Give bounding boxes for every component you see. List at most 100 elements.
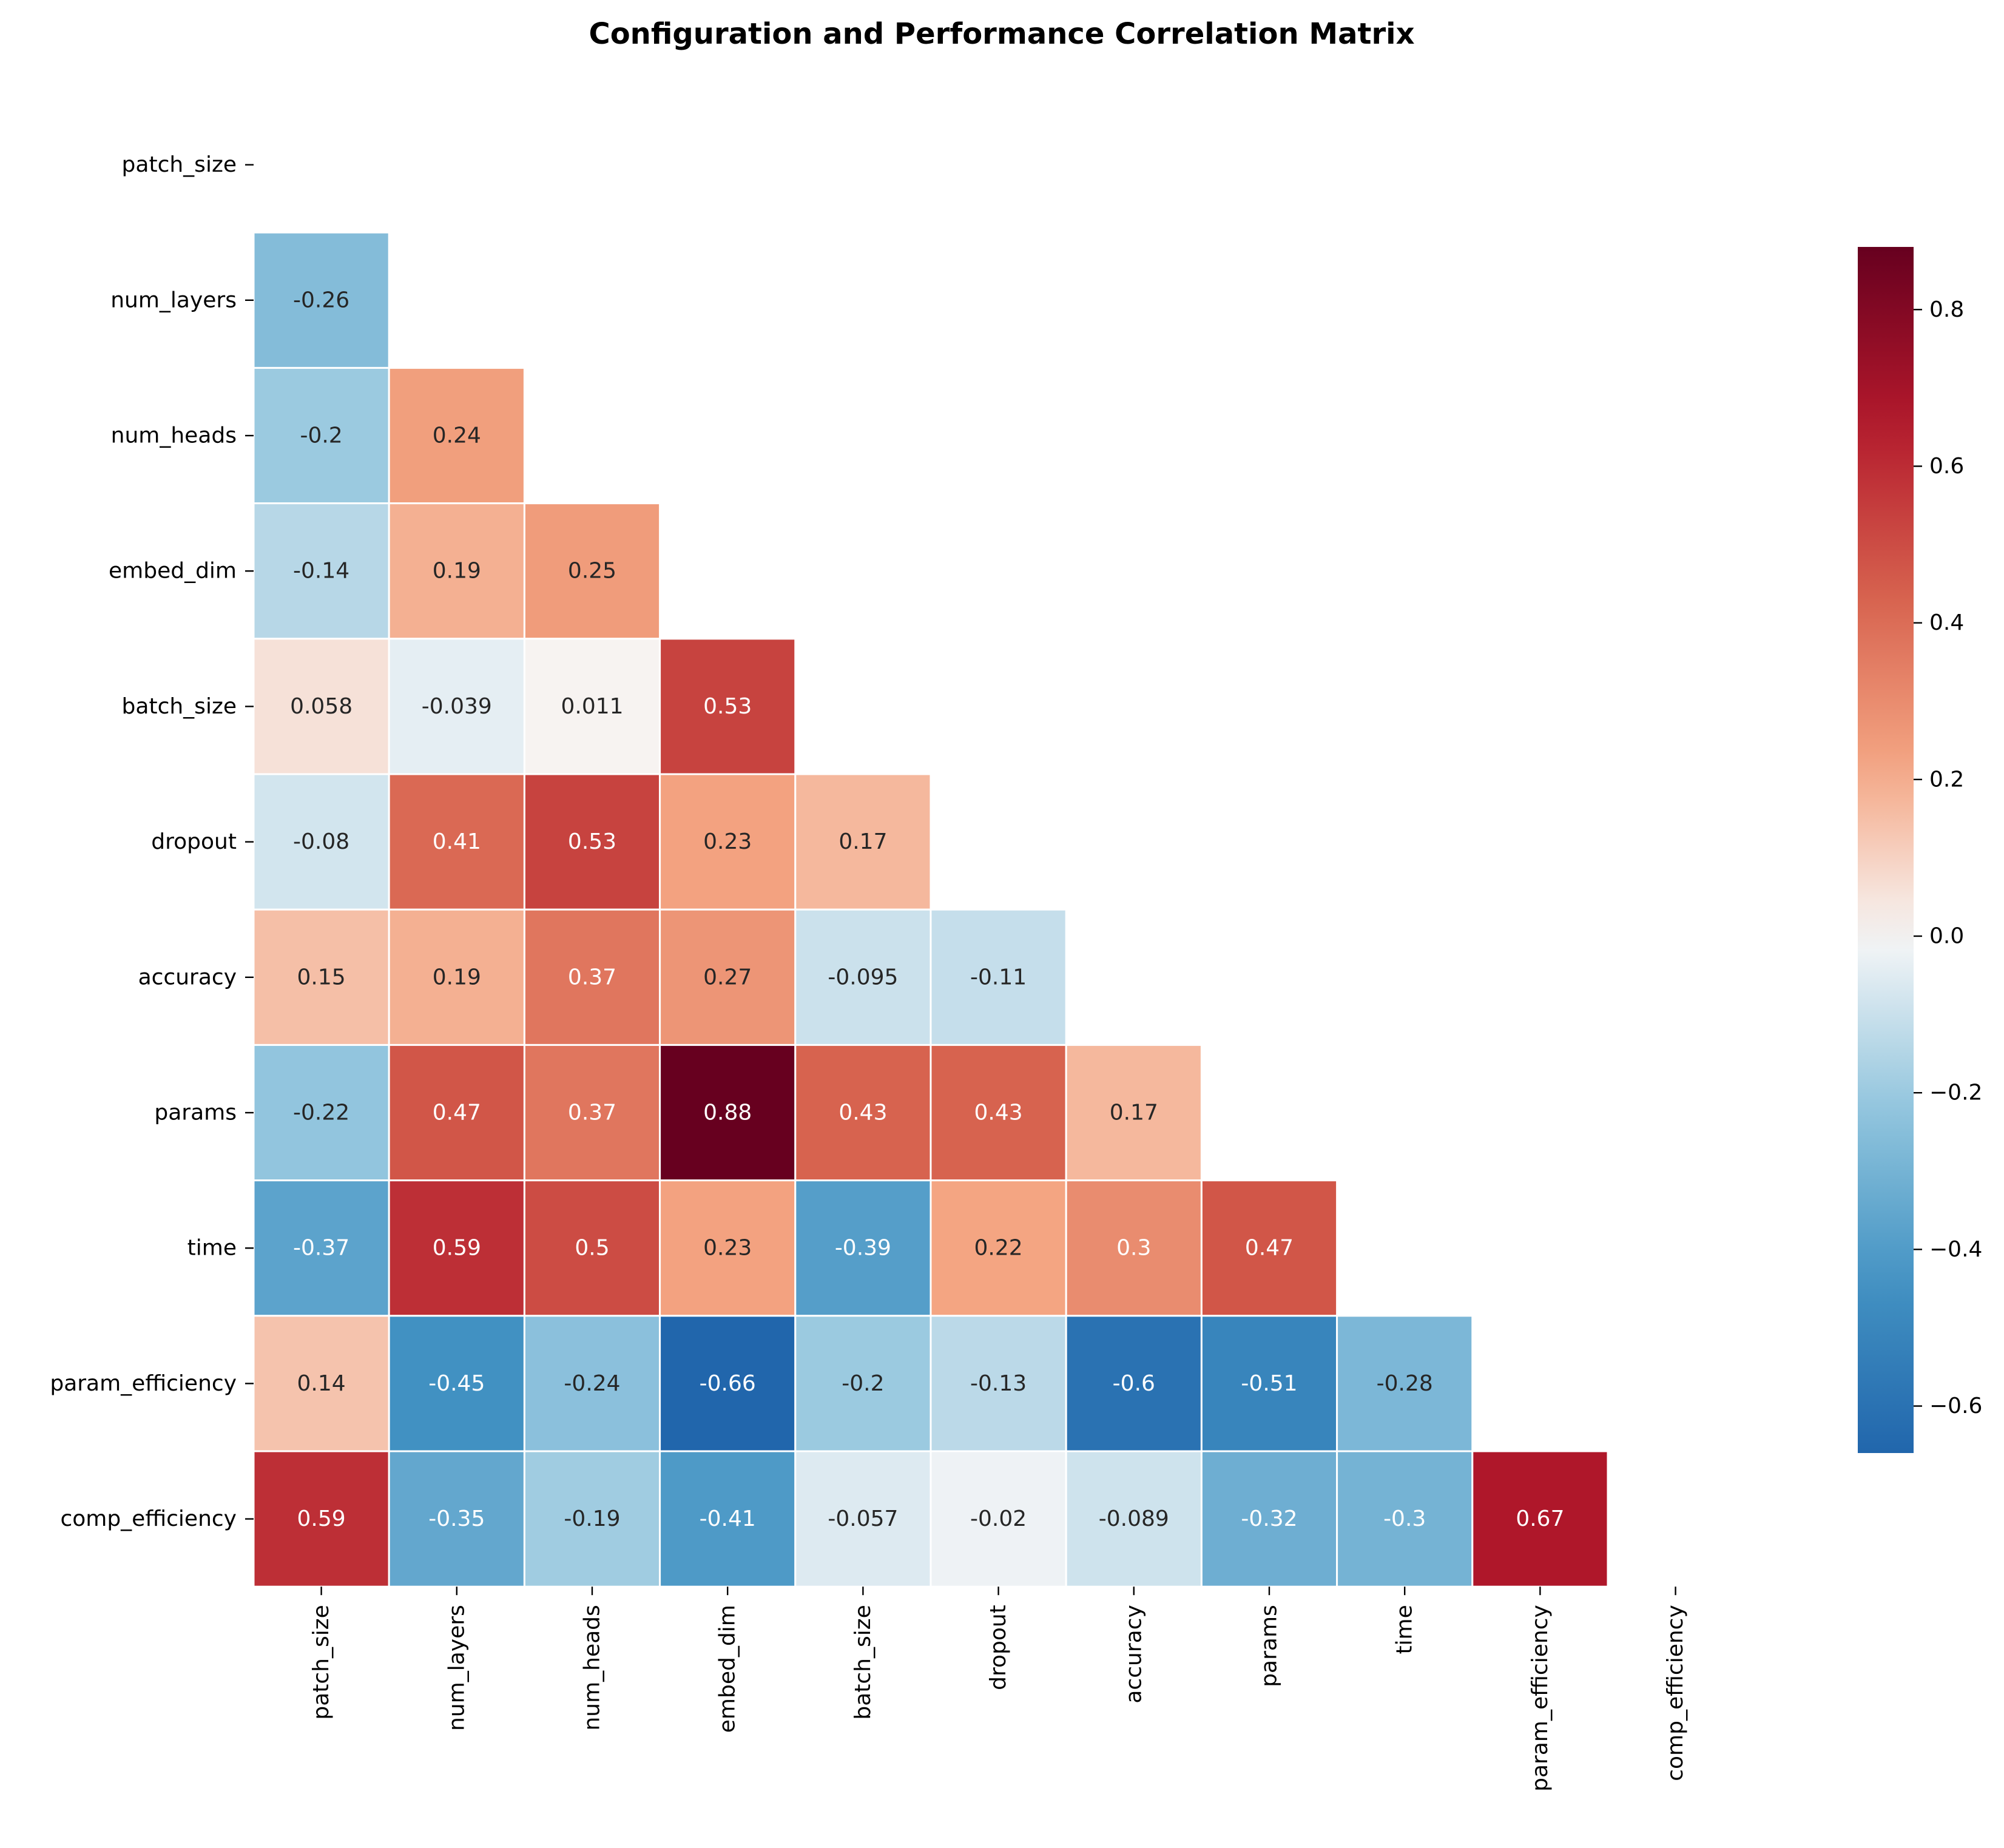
cell-value-label: 0.25: [568, 559, 616, 584]
cell-value-label: 0.43: [974, 1101, 1023, 1125]
y-tick-label-param_efficiency: param_efficiency: [50, 1371, 237, 1396]
heatmap-cell-params-dropout: [929, 1044, 1067, 1182]
y-axis: patch_size num_layers num_heads embed_dimba…: [50, 152, 254, 1531]
x-tick-label-params: params: [1257, 1605, 1282, 1687]
heatmap-cell-param_efficiency-time: [1336, 1315, 1474, 1452]
y-tick-label-embed_dim: embed_dim: [109, 559, 237, 584]
cell-value-label: 0.5: [575, 1236, 609, 1261]
cell-value-label: 0.67: [1516, 1506, 1564, 1531]
heatmap-cell-params-accuracy: [1065, 1044, 1203, 1182]
heatmap-cell-num_layers-patch_size: [252, 231, 390, 369]
cell-value-label: -0.51: [1241, 1371, 1297, 1396]
heatmap-cell-comp_efficiency-num_layers: [388, 1450, 525, 1588]
heatmap-cell-comp_efficiency-time: [1336, 1450, 1474, 1588]
y-tick-label-num_layers: num_layers: [110, 288, 237, 312]
cell-value-label: -0.2: [842, 1371, 884, 1396]
cell-value-label: -0.66: [700, 1371, 756, 1396]
cell-value-label: 0.19: [433, 965, 481, 990]
cell-value-label: 0.15: [297, 965, 346, 990]
heatmap-cell-num_heads-num_layers: [388, 366, 525, 505]
cell-value-label: -0.2: [300, 423, 342, 448]
cell-value-label: -0.6: [1113, 1371, 1155, 1396]
heatmap-cell-batch_size-num_layers: [388, 638, 525, 775]
cell-value-label: 0.27: [703, 965, 752, 990]
y-tick-label-time: time: [187, 1236, 237, 1261]
cell-value-label: 0.19: [433, 559, 481, 584]
heatmap-cell-param_efficiency-num_layers: [388, 1315, 525, 1452]
heatmap-cell-params-embed_dim: [659, 1044, 797, 1182]
y-tick-label-accuracy: accuracy: [138, 965, 237, 990]
heatmap-cell-param_efficiency-embed_dim: [659, 1315, 797, 1452]
cell-value-label: -0.11: [970, 965, 1027, 990]
heatmap-cell-param_efficiency-patch_size: [252, 1315, 390, 1452]
colorbar-tick-label: 0.2: [1929, 767, 1964, 792]
cell-value-label: 0.23: [703, 829, 752, 854]
heatmap-cell-comp_efficiency-param_efficiency: [1471, 1450, 1609, 1588]
y-tick-label-comp_efficiency: comp_efficiency: [60, 1506, 237, 1531]
colorbar-tick-label: 0.0: [1929, 924, 1964, 949]
cell-value-label: 0.14: [297, 1371, 346, 1396]
heatmap-cell-embed_dim-patch_size: [252, 502, 390, 640]
cell-annotations: -0.26 -0.2 0.24 -0.14 0.19 0.25 0.058 -0.039 0.0…: [290, 288, 1564, 1531]
y-tick-label-dropout: dropout: [151, 829, 237, 854]
colorbar-tick-label: 0.6: [1929, 454, 1964, 479]
heatmap-cell-params-num_layers: [388, 1044, 525, 1182]
x-tick-label-num_layers: num_layers: [444, 1605, 469, 1731]
cell-value-label: 0.23: [703, 1236, 752, 1261]
cell-value-label: -0.13: [970, 1371, 1027, 1396]
cell-value-label: -0.095: [828, 965, 898, 990]
cell-value-label: -0.37: [293, 1236, 349, 1261]
x-tick-label-patch_size: patch_size: [309, 1605, 334, 1719]
y-tick-label-num_heads: num_heads: [111, 423, 237, 448]
cell-value-label: -0.089: [1099, 1506, 1169, 1531]
heatmap-cell-embed_dim-num_layers: [388, 502, 525, 640]
heatmap-cell-dropout-num_layers: [388, 773, 525, 911]
cell-value-label: 0.43: [838, 1101, 887, 1125]
heatmap-cell-num_heads-patch_size: [252, 366, 390, 505]
heatmap-cell-dropout-embed_dim: [659, 773, 797, 911]
heatmap-cell-comp_efficiency-num_heads: [523, 1450, 661, 1588]
heatmap-cell-time-params: [1200, 1179, 1338, 1317]
x-axis: patch_size num_layers num_heads embed_dim ba…: [309, 1587, 1688, 1792]
cell-value-label: -0.28: [1377, 1371, 1433, 1396]
colorbar-gradient: [1858, 247, 1914, 1453]
cell-value-label: 0.17: [1110, 1101, 1158, 1125]
cell-value-label: -0.41: [700, 1506, 756, 1531]
heatmap-cell-accuracy-dropout: [929, 908, 1067, 1046]
cell-value-label: -0.19: [564, 1506, 620, 1531]
cell-value-label: 0.22: [974, 1236, 1023, 1261]
heatmap-cell-param_efficiency-accuracy: [1065, 1315, 1203, 1452]
cell-value-label: -0.08: [293, 829, 349, 854]
x-tick-label-time: time: [1392, 1605, 1417, 1654]
cell-value-label: -0.45: [428, 1371, 485, 1396]
cell-value-label: 0.37: [568, 965, 616, 990]
heatmap-cell-accuracy-batch_size: [794, 908, 932, 1046]
x-tick-label-param_efficiency: param_efficiency: [1528, 1605, 1553, 1792]
heatmap-cell-param_efficiency-dropout: [929, 1315, 1067, 1452]
cell-value-label: -0.22: [293, 1101, 349, 1125]
colorbar-tick-label: 0.8: [1929, 297, 1964, 322]
cell-value-label: -0.057: [828, 1506, 898, 1531]
colorbar: 0.8 0.6 0.4 0.2 0.0 −0.2 −0.4 −0.6: [1858, 247, 1982, 1453]
heatmap-cell-accuracy-num_layers: [388, 908, 525, 1046]
heatmap-cell-comp_efficiency-dropout: [929, 1450, 1067, 1588]
cell-value-label: 0.53: [703, 694, 752, 719]
cell-value-label: -0.14: [293, 559, 349, 584]
cell-value-label: 0.59: [433, 1236, 481, 1261]
cell-value-label: 0.37: [568, 1101, 616, 1125]
heatmap-cell-dropout-num_heads: [523, 773, 661, 911]
y-tick-label-batch_size: batch_size: [122, 694, 237, 719]
cell-value-label: -0.39: [835, 1236, 891, 1261]
heatmap-cell-comp_efficiency-embed_dim: [659, 1450, 797, 1588]
x-tick-label-batch_size: batch_size: [851, 1605, 875, 1719]
heatmap-cell-comp_efficiency-params: [1200, 1450, 1338, 1588]
cell-value-label: -0.26: [293, 288, 349, 312]
cell-value-label: 0.011: [561, 694, 623, 719]
colorbar-tick-label: 0.4: [1929, 610, 1964, 635]
heatmap-cell-comp_efficiency-patch_size: [252, 1450, 390, 1588]
cell-value-label: -0.24: [564, 1371, 620, 1396]
cell-value-label: 0.41: [433, 829, 481, 854]
cell-value-label: -0.039: [422, 694, 492, 719]
cell-value-label: 0.88: [703, 1101, 752, 1125]
